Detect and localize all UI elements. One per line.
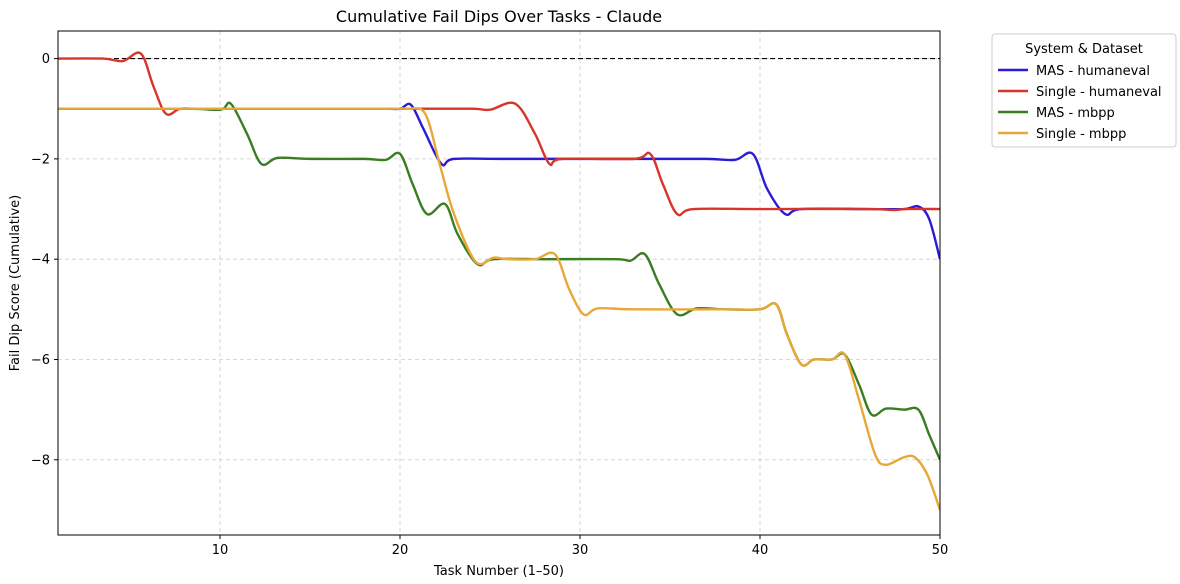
plot-area <box>58 31 940 535</box>
legend-label-mas-mbpp: MAS - mbpp <box>1036 106 1115 121</box>
x-axis-label: Task Number (1–50) <box>433 564 564 579</box>
chart-title: Cumulative Fail Dips Over Tasks - Claude <box>336 7 662 26</box>
series-line-single-mbpp <box>58 106 940 511</box>
y-tick-label: −8 <box>31 453 50 468</box>
series-lines <box>58 51 940 511</box>
legend-label-single-humaneval: Single - humaneval <box>1036 85 1162 100</box>
x-tick-label: 50 <box>932 543 949 558</box>
x-tick-label: 40 <box>752 543 769 558</box>
y-tick-label: −4 <box>31 253 50 268</box>
y-tick-label: −2 <box>31 152 50 167</box>
legend-label-mas-humaneval: MAS - humaneval <box>1036 64 1150 79</box>
x-tick-label: 30 <box>572 543 589 558</box>
legend: System & Dataset MAS - humaneval Single -… <box>991 33 1177 148</box>
legend-title: System & Dataset <box>1025 42 1143 57</box>
legend-items: MAS - humaneval Single - humaneval MAS - m… <box>998 64 1162 142</box>
series-line-mas-mbpp <box>58 101 940 461</box>
x-tick-label: 10 <box>212 543 229 558</box>
y-axis-ticks: 0 −2 −4 −6 −8 <box>31 52 58 468</box>
y-tick-label: −6 <box>31 353 50 368</box>
series-line-single-humaneval <box>58 51 940 217</box>
y-tick-label: 0 <box>42 52 50 67</box>
plot-border <box>57 30 941 536</box>
x-tick-label: 20 <box>392 543 409 558</box>
y-axis-label: Fail Dip Score (Cumulative) <box>8 195 23 372</box>
legend-box <box>991 33 1177 148</box>
x-axis-ticks: 10 20 30 40 50 <box>212 535 949 558</box>
legend-label-single-mbpp: Single - mbpp <box>1036 127 1126 142</box>
